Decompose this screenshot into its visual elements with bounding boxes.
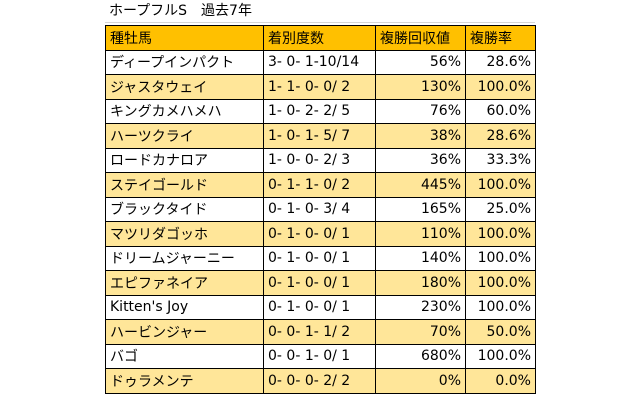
header-record: 着別度数 xyxy=(263,25,376,51)
table-row: ブラックタイド 0- 1- 0- 3/ 4 165% 25.0% xyxy=(105,196,536,222)
rate-cell: 100.0% xyxy=(465,74,536,100)
return-cell: 180% xyxy=(375,270,466,296)
table-row: キングカメハメハ 1- 0- 2- 2/ 5 76% 60.0% xyxy=(105,98,536,124)
return-cell: 130% xyxy=(375,74,466,100)
rate-cell: 100.0% xyxy=(465,294,536,320)
return-cell: 0% xyxy=(375,368,466,394)
record-cell: 1- 0- 0- 2/ 3 xyxy=(263,147,376,173)
rate-cell: 100.0% xyxy=(465,245,536,271)
sire-cell: ディープインパクト xyxy=(105,49,264,75)
record-cell: 0- 1- 0- 0/ 1 xyxy=(263,245,376,271)
table-row: ハービンジャー 0- 0- 1- 1/ 2 70% 50.0% xyxy=(105,319,536,345)
table-row: ステイゴールド 0- 1- 1- 0/ 2 445% 100.0% xyxy=(105,172,536,198)
sheet-title: ホープフルS 過去7年 xyxy=(105,0,535,23)
return-cell: 140% xyxy=(375,245,466,271)
record-cell: 0- 0- 0- 2/ 2 xyxy=(263,368,376,394)
rate-cell: 100.0% xyxy=(465,172,536,198)
return-cell: 230% xyxy=(375,294,466,320)
sire-cell: Kitten's Joy xyxy=(105,294,264,320)
rate-cell: 28.6% xyxy=(465,123,536,149)
record-cell: 0- 1- 1- 0/ 2 xyxy=(263,172,376,198)
table-row: バゴ 0- 0- 1- 0/ 1 680% 100.0% xyxy=(105,343,536,369)
header-rate: 複勝率 xyxy=(465,25,536,51)
sire-cell: ブラックタイド xyxy=(105,196,264,222)
rate-cell: 33.3% xyxy=(465,147,536,173)
record-cell: 0- 1- 0- 0/ 1 xyxy=(263,270,376,296)
return-cell: 110% xyxy=(375,221,466,247)
results-table: 種牡馬 着別度数 複勝回収値 複勝率 ディープインパクト 3- 0- 1-10/1… xyxy=(105,25,536,394)
return-cell: 76% xyxy=(375,98,466,124)
record-cell: 1- 1- 0- 0/ 2 xyxy=(263,74,376,100)
return-cell: 445% xyxy=(375,172,466,198)
return-cell: 70% xyxy=(375,319,466,345)
record-cell: 3- 0- 1-10/14 xyxy=(263,49,376,75)
table-row: ドゥラメンテ 0- 0- 0- 2/ 2 0% 0.0% xyxy=(105,368,536,394)
sire-cell: ステイゴールド xyxy=(105,172,264,198)
rate-cell: 25.0% xyxy=(465,196,536,222)
sire-cell: ジャスタウェイ xyxy=(105,74,264,100)
rate-cell: 50.0% xyxy=(465,319,536,345)
return-cell: 36% xyxy=(375,147,466,173)
table-row: エピファネイア 0- 1- 0- 0/ 1 180% 100.0% xyxy=(105,270,536,296)
return-cell: 56% xyxy=(375,49,466,75)
sire-cell: ドリームジャーニー xyxy=(105,245,264,271)
table-row: ジャスタウェイ 1- 1- 0- 0/ 2 130% 100.0% xyxy=(105,74,536,100)
rate-cell: 100.0% xyxy=(465,221,536,247)
record-cell: 0- 1- 0- 0/ 1 xyxy=(263,294,376,320)
rate-cell: 100.0% xyxy=(465,270,536,296)
header-return: 複勝回収値 xyxy=(375,25,466,51)
record-cell: 0- 0- 1- 0/ 1 xyxy=(263,343,376,369)
rate-cell: 60.0% xyxy=(465,98,536,124)
sire-cell: キングカメハメハ xyxy=(105,98,264,124)
sire-cell: エピファネイア xyxy=(105,270,264,296)
table-row: ロードカナロア 1- 0- 0- 2/ 3 36% 33.3% xyxy=(105,147,536,173)
record-cell: 0- 1- 0- 0/ 1 xyxy=(263,221,376,247)
header-row: 種牡馬 着別度数 複勝回収値 複勝率 xyxy=(105,25,536,51)
table-row: マツリダゴッホ 0- 1- 0- 0/ 1 110% 100.0% xyxy=(105,221,536,247)
record-cell: 0- 0- 1- 1/ 2 xyxy=(263,319,376,345)
record-cell: 1- 0- 2- 2/ 5 xyxy=(263,98,376,124)
spreadsheet: ホープフルS 過去7年 種牡馬 着別度数 複勝回収値 複勝率 ディープインパクト… xyxy=(105,0,536,400)
sire-cell: ハーツクライ xyxy=(105,123,264,149)
header-sire: 種牡馬 xyxy=(105,25,264,51)
table-row: Kitten's Joy 0- 1- 0- 0/ 1 230% 100.0% xyxy=(105,294,536,320)
table-row: ハーツクライ 1- 0- 1- 5/ 7 38% 28.6% xyxy=(105,123,536,149)
table-row: ドリームジャーニー 0- 1- 0- 0/ 1 140% 100.0% xyxy=(105,245,536,271)
sire-cell: バゴ xyxy=(105,343,264,369)
rate-cell: 0.0% xyxy=(465,368,536,394)
rate-cell: 100.0% xyxy=(465,343,536,369)
sire-cell: ドゥラメンテ xyxy=(105,368,264,394)
rate-cell: 28.6% xyxy=(465,49,536,75)
sire-cell: ハービンジャー xyxy=(105,319,264,345)
sire-cell: ロードカナロア xyxy=(105,147,264,173)
sire-cell: マツリダゴッホ xyxy=(105,221,264,247)
return-cell: 680% xyxy=(375,343,466,369)
table-row: ディープインパクト 3- 0- 1-10/14 56% 28.6% xyxy=(105,49,536,75)
return-cell: 38% xyxy=(375,123,466,149)
record-cell: 1- 0- 1- 5/ 7 xyxy=(263,123,376,149)
record-cell: 0- 1- 0- 3/ 4 xyxy=(263,196,376,222)
return-cell: 165% xyxy=(375,196,466,222)
